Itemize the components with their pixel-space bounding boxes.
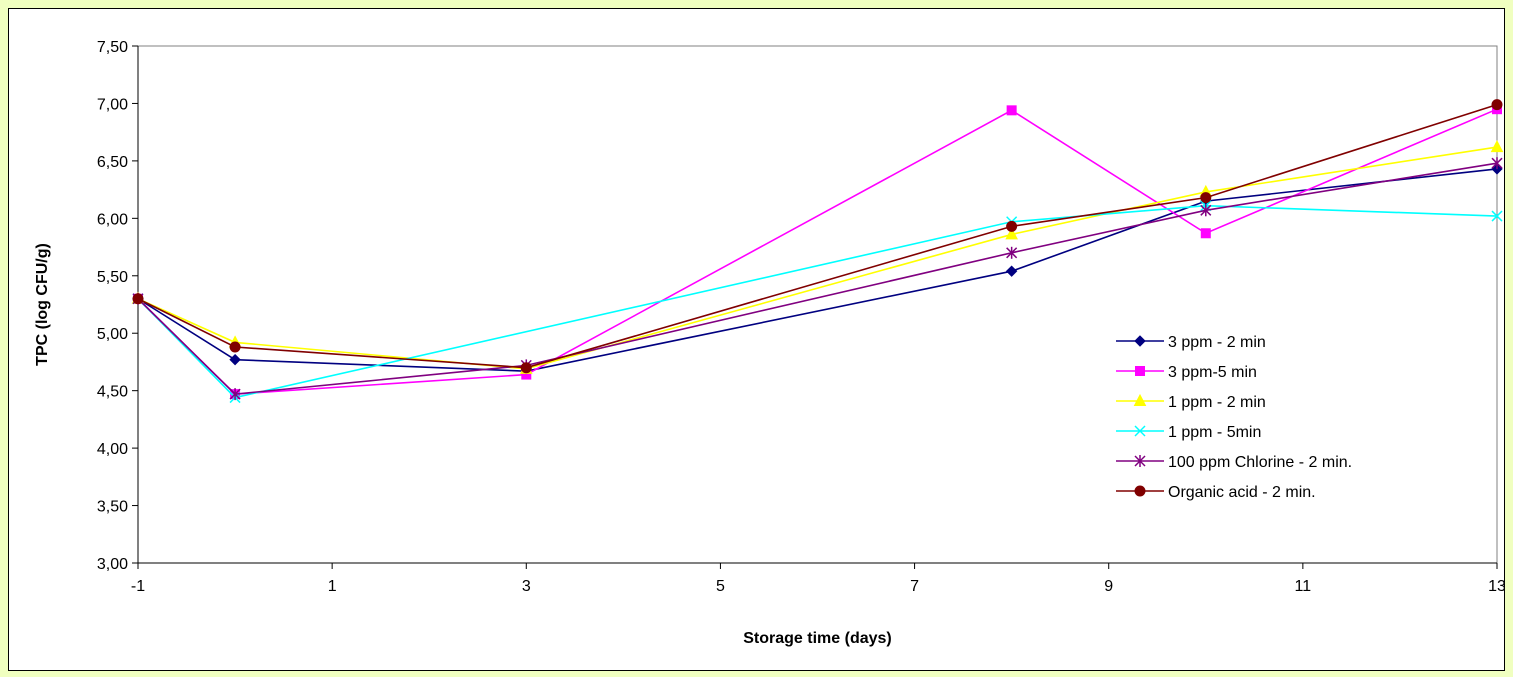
data-point <box>1200 192 1212 204</box>
series-line <box>137 168 1498 372</box>
series-line <box>137 162 1498 395</box>
y-tick-label: 3,00 <box>97 556 128 573</box>
legend-entry: 3 ppm - 2 min <box>1116 334 1266 351</box>
legend-label: 3 ppm-5 min <box>1168 364 1257 381</box>
y-tick-label: 4,00 <box>97 441 128 458</box>
legend-label: 1 ppm - 2 min <box>1168 394 1266 411</box>
x-axis-title: Storage time (days) <box>743 630 891 647</box>
data-point <box>1200 228 1211 239</box>
data-point <box>1491 157 1503 170</box>
legend-marker <box>1135 366 1145 376</box>
y-tick-label: 3,50 <box>97 499 128 516</box>
series-line <box>137 146 1498 370</box>
x-tick-label: 13 <box>1488 578 1504 595</box>
chart-frame: 3,00 3,50 4,00 4,50 5,00 5,50 6,00 6,50 7,00 7,50… <box>8 8 1505 671</box>
x-tick-label: 11 <box>1295 578 1312 595</box>
y-tick-label: 6,00 <box>97 211 128 228</box>
y-tick-label: 5,00 <box>97 326 128 343</box>
marker-stroke <box>1134 425 1146 437</box>
series-3 <box>131 140 1504 374</box>
series-layer <box>131 99 1504 404</box>
legend-label: Organic acid - 2 min. <box>1168 484 1316 501</box>
data-point <box>520 362 532 374</box>
legend-marker <box>1134 455 1146 467</box>
y-tick-label: 4,50 <box>97 384 128 401</box>
legend-marker <box>1134 485 1146 497</box>
legend-entry: 1 ppm - 5min <box>1116 424 1261 441</box>
data-point <box>132 293 144 305</box>
legend-entry: 1 ppm - 2 min <box>1116 393 1266 411</box>
data-point <box>229 353 241 366</box>
legend-label: 100 ppm Chlorine - 2 min. <box>1168 454 1352 471</box>
data-point <box>1491 210 1503 222</box>
data-point <box>229 388 241 401</box>
legend: 3 ppm - 2 min 3 ppm-5 min 1 ppm - 2 min 1 p… <box>1116 334 1352 501</box>
data-point <box>1006 105 1017 116</box>
axes: 3,00 3,50 4,00 4,50 5,00 5,50 6,00 6,50 7,00 7,50… <box>97 39 1504 595</box>
legend-entry: Organic acid - 2 min. <box>1116 484 1316 501</box>
x-tick-label: 5 <box>716 578 725 595</box>
legend-marker <box>1133 393 1147 406</box>
legend-entry: 100 ppm Chlorine - 2 min. <box>1116 454 1352 471</box>
data-point <box>1006 220 1018 232</box>
y-tick-label: 6,50 <box>97 154 128 171</box>
data-point <box>1490 140 1504 153</box>
legend-label: 1 ppm - 5min <box>1168 424 1261 441</box>
line-chart: 3,00 3,50 4,00 4,50 5,00 5,50 6,00 6,50 7,00 7,50… <box>34 39 1504 647</box>
legend-entry: 3 ppm-5 min <box>1116 364 1257 381</box>
series-4 <box>132 200 1503 404</box>
series-6 <box>132 99 1503 374</box>
data-point <box>1491 99 1503 111</box>
data-point <box>1005 265 1018 277</box>
x-tick-label: 9 <box>1104 578 1113 595</box>
x-tick-label: 7 <box>910 578 919 595</box>
series-line <box>137 204 1498 399</box>
legend-marker <box>1134 335 1146 347</box>
y-axis-title: TPC (log CFU/g) <box>34 243 51 366</box>
y-tick-label: 5,50 <box>97 269 128 286</box>
data-point <box>1005 227 1018 240</box>
x-tick-label: -1 <box>131 578 145 595</box>
data-point <box>229 341 241 353</box>
data-point <box>1200 204 1212 217</box>
y-tick-label: 7,50 <box>97 39 128 56</box>
legend-marker <box>1134 425 1146 437</box>
series-line <box>137 103 1498 369</box>
marker-stroke <box>1491 210 1503 222</box>
legend-label: 3 ppm - 2 min <box>1168 334 1266 351</box>
y-tick-label: 7,00 <box>97 96 128 113</box>
data-point <box>1006 246 1018 259</box>
x-tick-label: 3 <box>522 578 531 595</box>
x-tick-label: 1 <box>328 578 337 595</box>
